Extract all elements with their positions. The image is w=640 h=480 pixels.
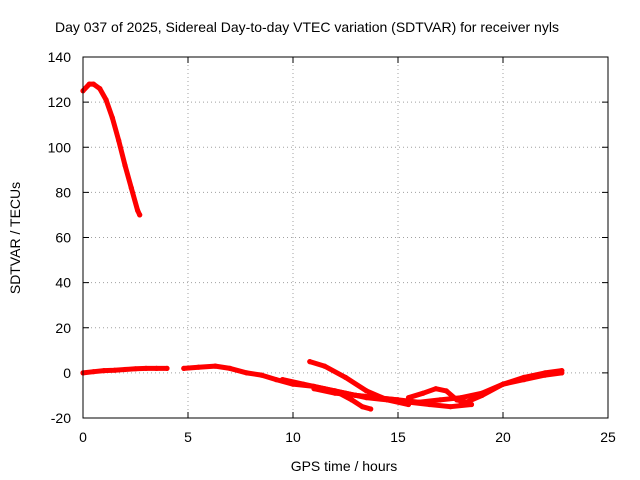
series-high-arc: [80, 81, 143, 218]
data-point: [195, 364, 202, 370]
y-tick-label: 120: [48, 94, 72, 110]
data-point: [479, 392, 485, 398]
data-point: [321, 363, 328, 369]
data-point: [116, 137, 122, 144]
data-point: [420, 390, 426, 396]
series-late-rise: [458, 368, 565, 408]
plot-frame: [82, 56, 609, 419]
y-tick-label: 0: [63, 365, 71, 381]
data-point: [384, 397, 391, 403]
y-tick-label: 80: [55, 184, 71, 200]
data-point: [101, 368, 107, 374]
data-point: [405, 401, 412, 408]
series-dip: [332, 388, 374, 412]
data-point: [132, 366, 139, 372]
data-point: [273, 377, 279, 383]
data-point: [109, 115, 115, 121]
data-point: [111, 367, 118, 373]
data-point: [128, 185, 134, 191]
data-point: [122, 162, 128, 168]
series-line: [80, 81, 143, 218]
x-axis-label: GPS time / hours: [291, 458, 398, 474]
data-point: [342, 374, 349, 380]
data-point: [559, 368, 565, 374]
data-point: [363, 388, 370, 394]
data-point: [212, 363, 218, 369]
x-tick-label: 0: [79, 429, 87, 445]
y-tick-label: 100: [48, 139, 72, 155]
data-point: [542, 370, 548, 376]
data-point: [90, 369, 97, 375]
data-point: [122, 366, 128, 373]
chart-title: Day 037 of 2025, Sidereal Day-to-day VTE…: [55, 19, 559, 35]
x-tick-label: 20: [495, 429, 511, 445]
data-point: [416, 399, 422, 405]
x-tick-label: 15: [390, 429, 406, 445]
data-point: [443, 388, 449, 394]
data-point: [244, 370, 250, 376]
data-point: [143, 365, 149, 371]
data-point: [97, 86, 103, 92]
data-point: [368, 406, 374, 412]
data-point: [405, 395, 412, 401]
data-point: [353, 392, 359, 398]
data-point: [437, 397, 443, 403]
series-line: [332, 388, 374, 412]
data-point: [181, 365, 187, 371]
series-rising-segment: [307, 359, 412, 408]
data-point: [258, 372, 265, 378]
series-line: [458, 368, 565, 407]
tick-labels: 0 5 10 15 20 25 -20 0 20 40 60 80 100 120 140: [48, 49, 616, 445]
grid: [83, 57, 608, 418]
data-point: [500, 381, 506, 387]
data-point: [103, 97, 109, 103]
data-point: [307, 359, 313, 365]
data-point: [458, 401, 464, 408]
y-tick-label: -20: [51, 410, 71, 426]
data-point: [454, 397, 460, 403]
data-point: [521, 374, 527, 380]
y-tick-label: 40: [55, 275, 71, 291]
data-point: [137, 212, 143, 218]
series-near-zero-1: [80, 365, 170, 376]
data-point: [311, 386, 317, 392]
data-point: [349, 397, 355, 403]
data-point: [227, 365, 233, 371]
y-axis-label: SDTVAR / TECUs: [7, 182, 23, 294]
data-point: [359, 404, 365, 410]
data-point: [153, 365, 160, 371]
series-layer: [80, 81, 565, 412]
x-tick-label: 5: [184, 429, 192, 445]
data-point: [135, 207, 141, 213]
y-tick-label: 20: [55, 320, 71, 336]
data-point: [90, 81, 97, 87]
data-point: [279, 377, 286, 383]
data-point: [433, 386, 439, 392]
data-point: [86, 81, 92, 87]
x-tick-label: 10: [285, 429, 301, 445]
y-tick-label: 140: [48, 49, 72, 65]
data-point: [332, 388, 338, 394]
data-point: [164, 365, 170, 371]
data-point: [447, 404, 454, 410]
x-tick-label: 25: [600, 429, 616, 445]
y-tick-label: 60: [55, 230, 71, 246]
data-point: [300, 381, 307, 387]
